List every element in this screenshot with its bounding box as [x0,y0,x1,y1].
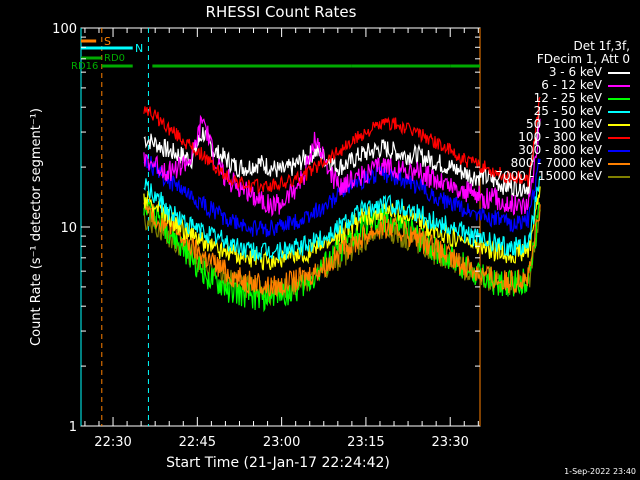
legend-entry: 300 - 800 keV [480,144,630,157]
series-line [143,106,541,197]
legend-entry-label: 100 - 300 keV [518,130,602,144]
y-tick-label: 100 [52,22,77,37]
legend-entry-label: 50 - 100 keV [525,117,602,131]
legend-entry: 100 - 300 keV [480,131,630,144]
legend-entry: 6 - 12 keV [480,79,630,92]
legend-swatch [608,97,630,100]
y-axis-label: Count Rate (s⁻¹ detector segment⁻¹) [29,108,44,346]
x-tick-label: 23:30 [431,435,468,450]
chart-title: RHESSI Count Rates [206,3,357,21]
series-line [143,200,541,297]
legend-entry-label: 7000 - 15000 keV [495,169,602,183]
legend-entry: 7000 - 15000 keV [480,170,630,183]
series-group [143,96,541,313]
legend-entry: 3 - 6 keV [480,66,630,79]
legend-rows: 3 - 6 keV 6 - 12 keV 12 - 25 keV 25 - 50 ke… [480,66,630,183]
series-line [143,154,541,238]
legend-swatch [608,175,630,178]
legend-swatch [608,71,630,74]
series-line [143,114,541,217]
state-bars [81,39,480,68]
x-tick-label: 23:15 [347,435,384,450]
rd0-annotation: RD0 [104,53,125,64]
y-tick-label: 1 [69,420,77,435]
x-axis: 22:30 22:45 23:00 23:15 23:30 [84,28,479,450]
legend-entry: 50 - 100 keV [480,118,630,131]
legend-entry-label: 3 - 6 keV [548,65,602,79]
legend-entry-label: 800 - 7000 keV [510,156,602,170]
plot-area-frame [80,27,481,427]
legend-entry-label: 6 - 12 keV [541,78,602,92]
x-tick-label: 22:45 [179,435,216,450]
y-tick-label: 10 [60,221,77,236]
legend-entry-label: 300 - 800 keV [518,143,602,157]
y-axis: 1 10 100 [52,22,480,435]
legend-header-line1: Det 1f,3f, [573,39,631,53]
rd16-annotation: RD16 [71,61,98,72]
legend-entry-label: 25 - 50 keV [533,104,602,118]
series-line [143,176,541,262]
legend-entry-label: 12 - 25 keV [533,91,602,105]
legend-swatch [608,136,630,139]
x-tick-label: 23:00 [263,435,300,450]
legend-swatch [608,84,630,87]
legend: Det 1f,3f, FDecim 1, Att 0 3 - 6 keV 6 - … [480,40,630,183]
legend-swatch [608,162,630,165]
n-annotation: N [135,42,143,55]
generation-timestamp: 1-Sep-2022 23:40 [564,467,636,476]
x-tick-label: 22:30 [94,435,131,450]
legend-entry: 25 - 50 keV [480,105,630,118]
legend-swatch [608,110,630,113]
x-axis-label: Start Time (21-Jan-17 22:24:42) [166,455,390,471]
series-line [143,96,541,195]
legend-entry: 800 - 7000 keV [480,157,630,170]
legend-header-line2: FDecim 1, Att 0 [536,52,630,66]
legend-entry: 12 - 25 keV [480,92,630,105]
legend-swatch [608,149,630,152]
instrument-state-lines [80,28,481,426]
legend-swatch [608,123,630,126]
s-annotation: S [104,35,111,48]
series-line [143,186,541,271]
